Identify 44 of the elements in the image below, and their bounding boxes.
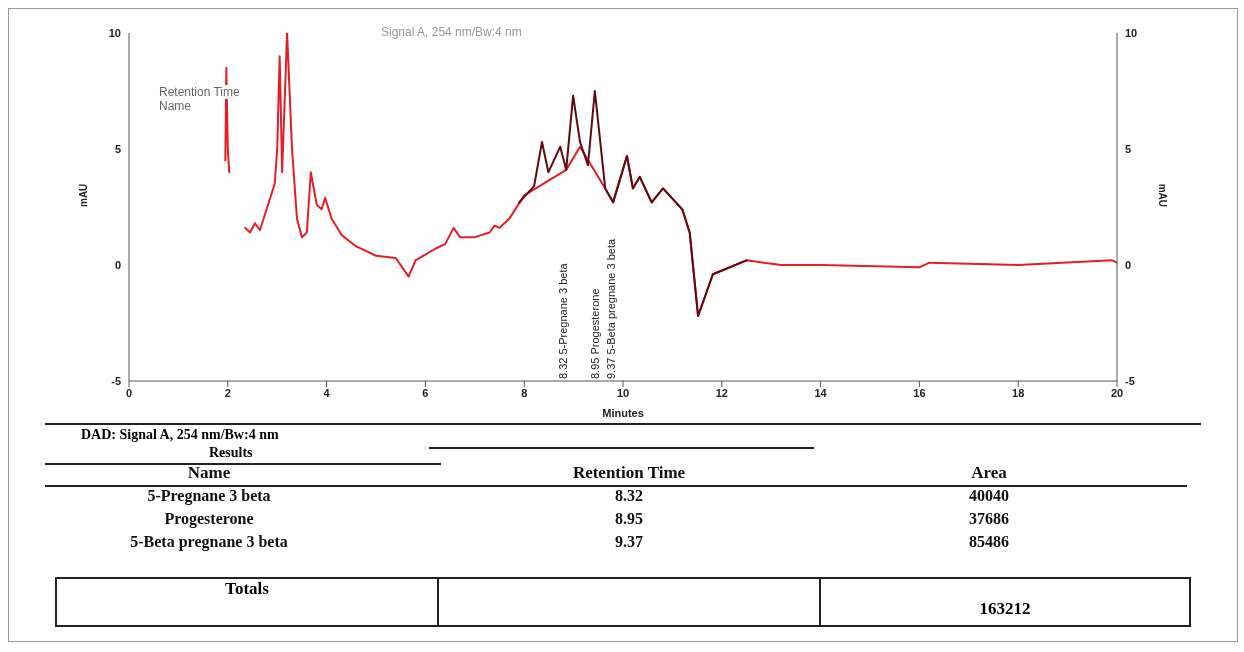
x-tick-label: 20 xyxy=(1110,386,1124,399)
y-tick-label: 5 xyxy=(114,142,121,155)
x-tick-label: 10 xyxy=(616,386,630,399)
y-tick-label: 0 xyxy=(114,258,121,271)
y2-axis-title: mAU xyxy=(1157,183,1169,207)
text: Progesterone xyxy=(163,510,255,528)
text: 8.32 xyxy=(614,487,644,505)
annotation: Signal A, 254 nm/Bw:4 nm xyxy=(381,25,522,39)
text: Name xyxy=(186,463,232,483)
x-tick-label: 18 xyxy=(1012,386,1025,399)
text: Area xyxy=(970,463,1008,483)
x-tick-label: 4 xyxy=(323,386,331,399)
x-tick-label: 14 xyxy=(814,386,828,399)
text: 37686 xyxy=(968,510,1010,528)
text: Retention Time xyxy=(571,463,687,483)
text: 40040 xyxy=(968,487,1010,505)
x-tick-label: 8 xyxy=(521,386,528,399)
annotation: 8.32 5-Pregnane 3 beta xyxy=(557,262,569,379)
text: 5-Beta pregnane 3 beta xyxy=(129,533,289,551)
x-tick-label: 6 xyxy=(422,386,429,399)
annotation: Name xyxy=(159,99,192,113)
x-tick-label: 12 xyxy=(715,386,728,399)
x-tick-label: 2 xyxy=(224,386,231,399)
annotation: 9.37 5-Beta pregnane 3 beta xyxy=(605,237,617,379)
y-axis-title: mAU xyxy=(77,183,89,207)
y-tick-label: -5 xyxy=(111,374,121,387)
y2-tick-label: 5 xyxy=(1125,142,1132,155)
annotation: 8.95 Progesterone xyxy=(589,287,601,379)
y2-tick-label: 0 xyxy=(1125,258,1132,271)
y2-tick-label: 10 xyxy=(1125,26,1138,39)
y2-tick-label: -5 xyxy=(1125,374,1135,387)
text: DAD: Signal A, 254 nm/Bw:4 nm xyxy=(81,427,279,443)
x-tick-label: 0 xyxy=(125,386,133,399)
text: 5-Pregnane 3 beta xyxy=(146,487,272,505)
x-tick-label: 16 xyxy=(913,386,926,399)
x-axis-title: Minutes xyxy=(602,407,644,419)
text: 85486 xyxy=(968,533,1010,551)
text: 9.37 xyxy=(614,533,644,551)
annotation: Retention Time xyxy=(159,85,240,99)
y-tick-label: 10 xyxy=(108,26,121,39)
text: Totals xyxy=(57,579,439,625)
text: 8.95 xyxy=(614,510,644,528)
text: Results xyxy=(209,445,253,461)
text: 163212 xyxy=(978,598,1032,620)
